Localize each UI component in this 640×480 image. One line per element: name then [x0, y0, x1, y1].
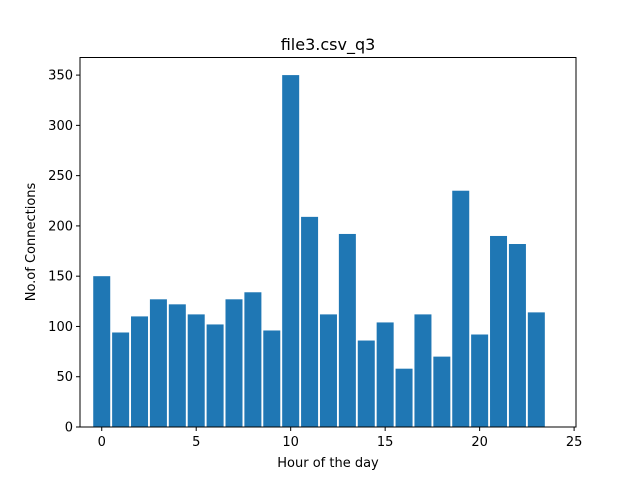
bar-hour-6 — [206, 324, 224, 427]
y-tick-label: 0 — [65, 421, 73, 436]
bar-hour-2 — [131, 316, 149, 427]
bar-hour-13 — [338, 233, 356, 427]
y-tick-label: 200 — [48, 219, 73, 234]
x-tick-label: 10 — [282, 435, 299, 450]
bar-hour-9 — [263, 330, 281, 427]
y-axis-label: No.of Connections — [24, 182, 39, 301]
x-axis: 0 5 10 15 20 25 — [98, 427, 583, 450]
bar-hour-7 — [225, 299, 243, 427]
bar-hour-19 — [452, 190, 470, 427]
bar-hour-21 — [490, 235, 508, 427]
bar-hour-10 — [282, 75, 300, 427]
plot-area — [93, 75, 545, 427]
bar-hour-11 — [301, 216, 319, 427]
x-tick-label: 20 — [471, 435, 488, 450]
y-tick-label: 150 — [48, 270, 73, 285]
x-tick-label: 25 — [566, 435, 583, 450]
y-tick-label: 350 — [48, 69, 73, 84]
bar-hour-5 — [187, 314, 205, 427]
y-axis: 0 50 100 150 200 250 300 350 — [48, 69, 80, 436]
bar-hour-17 — [414, 314, 432, 427]
x-tick-label: 15 — [377, 435, 394, 450]
bar-hour-8 — [244, 292, 262, 427]
x-tick-label: 0 — [98, 435, 106, 450]
bar-hour-12 — [319, 314, 337, 427]
axes-frame — [79, 57, 577, 428]
y-tick-label: 100 — [48, 320, 73, 335]
bar-hour-16 — [395, 368, 413, 427]
bar-hour-1 — [112, 332, 130, 427]
x-axis-label: Hour of the day — [277, 456, 379, 471]
x-tick-label: 5 — [192, 435, 200, 450]
y-tick-label: 50 — [56, 370, 73, 385]
bar-hour-20 — [471, 334, 489, 427]
bar-hour-22 — [508, 244, 526, 427]
y-tick-label: 300 — [48, 119, 73, 134]
bar-hour-0 — [93, 276, 111, 427]
bar-hour-15 — [376, 322, 394, 427]
bar-hour-23 — [527, 312, 545, 427]
chart-title: file3.csv_q3 — [281, 35, 376, 55]
bar-hour-18 — [433, 356, 451, 427]
bar-hour-3 — [149, 299, 167, 427]
y-tick-label: 250 — [48, 169, 73, 184]
bar-hour-4 — [168, 304, 186, 427]
bar-hour-14 — [357, 340, 375, 427]
